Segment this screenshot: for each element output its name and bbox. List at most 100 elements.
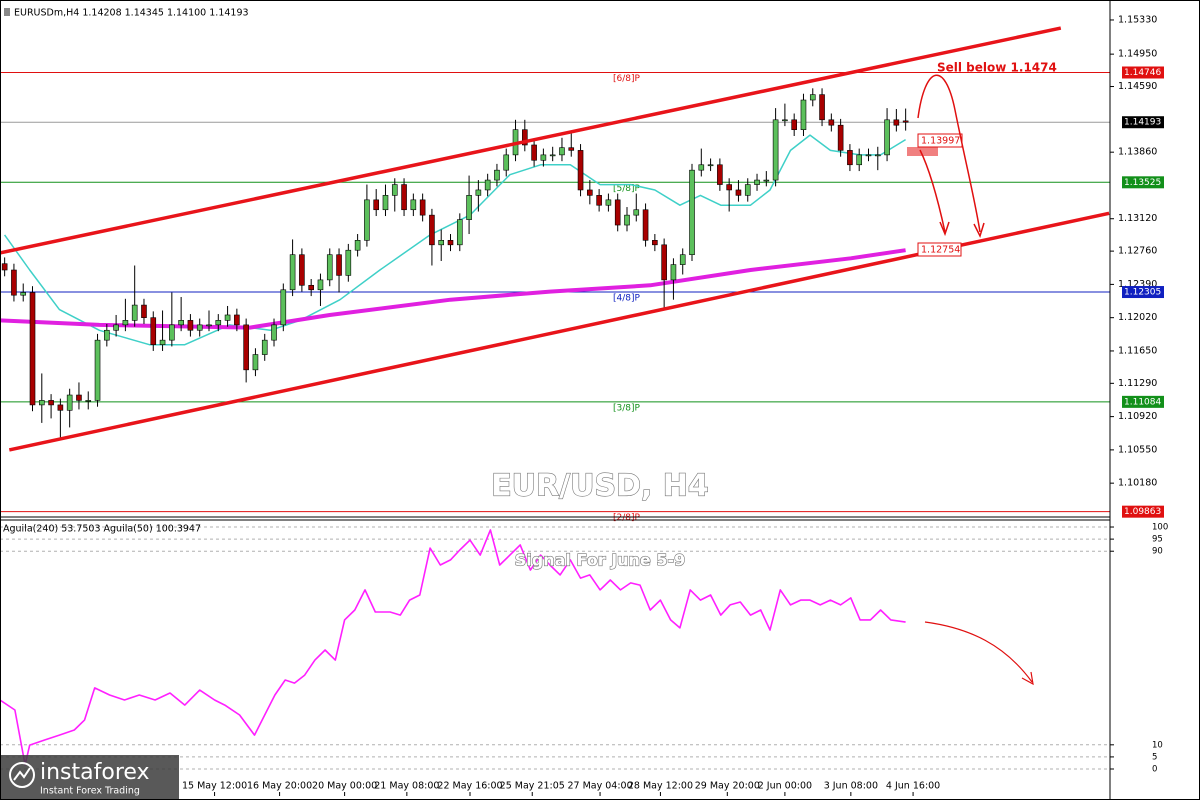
candle-body [633, 209, 640, 216]
candle-body [150, 317, 157, 345]
level-price-box [1122, 66, 1164, 79]
candle-body [754, 179, 760, 185]
y-tick-label: 1.14950 [1118, 49, 1157, 60]
candle-body [66, 394, 73, 411]
candle-body [893, 119, 900, 126]
x-tick-label: 27 May 04:00 [567, 781, 632, 792]
line [0, 26, 1062, 255]
candle-body [206, 324, 212, 327]
logo-icon [9, 762, 35, 788]
candle-body [224, 314, 231, 321]
candle-body [299, 254, 305, 286]
indicator-header: Aguila(240) 53.7503 Aguila(50) 100.3947 [3, 524, 201, 535]
x-tick-label: 4 Jun 16:00 [886, 781, 940, 792]
arrow-head [973, 222, 985, 239]
price-box-label: 1.12754 [921, 245, 960, 256]
candle-body [819, 94, 825, 121]
candle-body [113, 324, 119, 331]
level-label: [4/8]P [613, 294, 641, 304]
x-tick-label: 22 May 16:00 [437, 781, 502, 792]
candle-body [531, 144, 537, 161]
candle-body [884, 119, 890, 156]
signal-title: Signal For June 5-9 [515, 551, 686, 570]
logo-tagline: Instant Forex Trading [40, 786, 140, 797]
level-price-box [1122, 286, 1164, 299]
candle-body [605, 199, 612, 206]
candle-body [85, 400, 92, 402]
arrow [917, 74, 981, 233]
candle-body [549, 154, 556, 157]
chart-title: EUR/USD, H4 [491, 469, 709, 504]
y-tick-label: 1.12390 [1118, 279, 1157, 290]
candle-body [178, 320, 184, 326]
candle-body [596, 195, 602, 206]
x-tick-label: 15 May 12:00 [182, 781, 247, 792]
level-price-label: 1.13525 [1124, 178, 1161, 188]
candle-body [131, 304, 138, 321]
candle-body [522, 129, 528, 146]
level-price-box [1122, 395, 1164, 408]
x-tick-label: 3 Jun 08:00 [824, 781, 878, 792]
y-tick-label: 95 [1152, 535, 1163, 545]
arrow [924, 621, 1033, 683]
candle-body [577, 150, 584, 191]
arrow-head [939, 221, 950, 237]
candle-body [280, 289, 287, 326]
candle-body [447, 240, 454, 246]
price-box [917, 242, 962, 257]
candle-body [429, 214, 435, 246]
x-tick-label: 16 May 20:00 [247, 781, 312, 792]
line [3, 134, 906, 346]
candle-body [624, 214, 630, 226]
candle-body [38, 400, 45, 406]
y-tick-label: 100 [1152, 523, 1168, 533]
x-tick-label: 20 May 00:00 [312, 781, 377, 792]
candle-body [401, 184, 407, 211]
candle-body [466, 195, 472, 220]
symbol-icon [4, 8, 10, 16]
candle-body [503, 154, 510, 171]
candle-body [243, 324, 249, 371]
level-price-box [1122, 176, 1164, 189]
candle-body [159, 339, 166, 345]
arrow [919, 149, 946, 233]
candle-body [661, 244, 667, 281]
candle-body [391, 184, 398, 196]
level-label: [6/8]P [613, 74, 641, 84]
last-price-label: 1.14193 [1124, 118, 1161, 128]
candle-body [382, 195, 389, 211]
level-label: [5/8]P [613, 184, 641, 194]
y-tick-label: 5 [1152, 752, 1157, 762]
candle-body [317, 279, 324, 291]
candle-body [698, 164, 705, 171]
y-tick-label: 90 [1152, 547, 1163, 557]
candle-body [252, 354, 259, 371]
candle-body [559, 147, 565, 156]
candle-body [20, 292, 27, 296]
candle-body [689, 169, 695, 256]
candle-body [726, 184, 732, 191]
candle-body [169, 324, 175, 341]
candle-body [57, 404, 64, 411]
candle-body [11, 269, 17, 296]
level-label: [3/8]P [613, 403, 641, 413]
candle-body [1, 263, 8, 271]
y-tick-label: 0 [1152, 765, 1157, 775]
candle-body [670, 264, 677, 281]
candle-body [438, 240, 445, 246]
last-price-box [1122, 116, 1164, 129]
candle-body [475, 189, 482, 196]
level-price-label: 1.11084 [1124, 397, 1161, 407]
level-label: [2/8]P [613, 513, 641, 523]
candle-body [679, 254, 686, 265]
candle-body [336, 254, 342, 276]
candle-body [587, 189, 593, 196]
candle-body [874, 154, 881, 157]
candle-body [48, 400, 54, 406]
logo-box [1, 755, 179, 799]
price-box-label: 1.13997 [921, 136, 960, 147]
candle-body [141, 304, 147, 318]
line [0, 529, 906, 766]
